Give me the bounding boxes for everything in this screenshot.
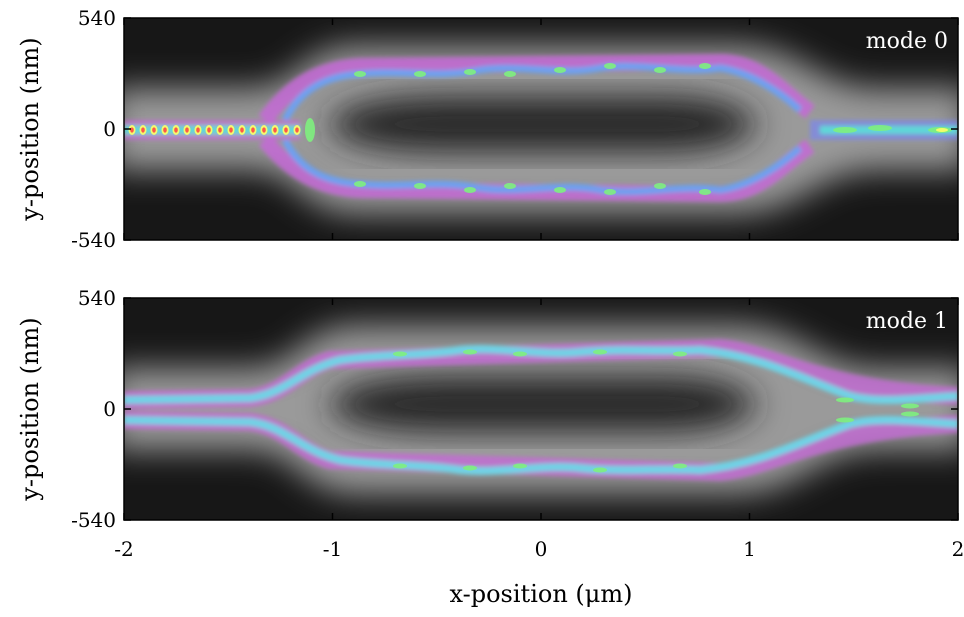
y-tick-label: -540 [71,228,116,252]
field-peak [218,127,222,133]
y-tick-label: 540 [78,6,116,30]
mode-label-1: mode 1 [866,309,948,334]
field-peak [163,127,167,133]
field-peak [295,127,299,133]
field-peak [836,417,854,423]
field-peak [305,118,315,142]
x-tick-label: 0 [535,537,548,561]
field-peak [207,127,211,133]
hot-spots-mode-1 [393,349,919,473]
x-tick-label: -1 [323,537,342,561]
x-tick-label: -2 [114,537,133,561]
field-peak [393,351,407,357]
hot-spots-mode-0 [128,63,952,195]
field-peak [152,127,156,133]
field-peak [141,127,145,133]
field-peak [185,127,189,133]
field-peak [699,189,711,195]
y-tick-label: 0 [103,397,116,421]
field-peak [174,127,178,133]
x-tick-label: 1 [743,537,756,561]
field-peak [229,127,233,133]
field-peak [554,67,566,73]
field-peak [273,127,277,133]
field-peak [463,465,477,471]
field-peak [936,128,948,132]
y-axis-title-mode-1: y-position (nm) [16,317,44,501]
y-tick-label: 0 [103,117,116,141]
field-peak [463,349,477,355]
field-peak [654,183,666,189]
x-axis-title: x-position (μm) [450,580,633,608]
field-peak [284,127,288,133]
y-tick-label: 540 [78,286,116,310]
field-peak [554,187,566,193]
field-peak [464,187,476,193]
field-peak [901,403,919,409]
field-peak [513,351,527,357]
field-peak [504,183,516,189]
x-tick-label: 2 [952,537,964,561]
field-peak [604,63,616,69]
field-peak [354,71,366,77]
field-peak [513,463,527,469]
panel-mode-0: 540 0 -540 mode 0 [71,6,959,252]
field-peak [699,63,711,69]
field-core-upper-mode-1 [124,345,958,405]
field-peak [414,183,426,189]
field-peak [464,69,476,75]
waveguide-core-gap-mode-0 [330,96,760,152]
panel-mode-1: -2 -1 0 1 2 540 0 -540 mode 1 [71,286,964,561]
field-band-lower-mode-0 [258,134,815,203]
heatmap-mode-0 [124,18,958,240]
field-peak [251,127,255,133]
waveguide-core-gap-mode-1 [330,376,760,432]
field-peak [868,125,892,131]
field-peak [414,71,426,77]
field-band-upper-mode-0 [258,53,815,125]
field-peak [836,397,854,403]
field-peak [901,411,919,417]
y-tick-label: -540 [71,508,116,532]
y-axis-title-mode-0: y-position (nm) [16,37,44,221]
ticks-mode-1: -2 -1 0 1 2 540 0 -540 [71,286,964,561]
field-core-lower-mode-1 [124,415,958,475]
field-peak [593,467,607,473]
mode-label-0: mode 0 [866,29,948,54]
field-peak [604,189,616,195]
field-peak [504,71,516,77]
field-peak [354,181,366,187]
field-peak [673,351,687,357]
field-peak [393,463,407,469]
field-peak [833,127,857,133]
field-peak [130,127,134,133]
field-peak [654,67,666,73]
field-peak [262,127,266,133]
field-peak [593,349,607,355]
field-peak [196,127,200,133]
ticks-mode-0: 540 0 -540 [71,6,959,252]
heatmap-mode-1 [124,298,958,520]
field-peak [240,127,244,133]
field-peak [673,463,687,469]
